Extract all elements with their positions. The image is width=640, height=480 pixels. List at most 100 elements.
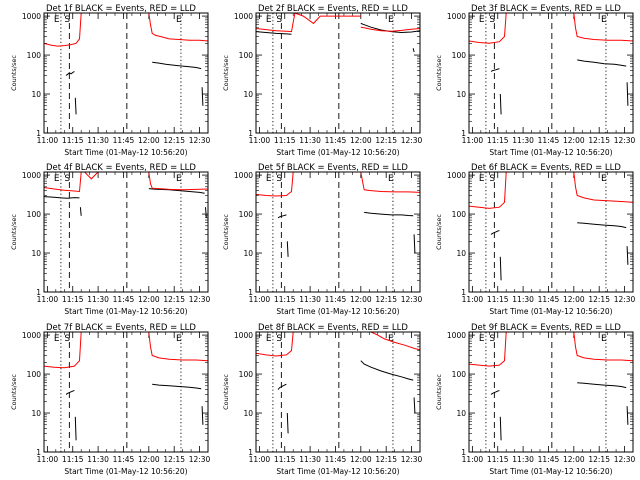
time-marker-label: E (54, 174, 60, 184)
series-lld-segment (469, 13, 513, 44)
x-tick-label: 11:00 (37, 295, 59, 304)
series-lld-segment (44, 13, 88, 47)
x-axis-label: Start Time (01-May-12 10:56:20) (276, 467, 399, 476)
series-lld-segment (360, 172, 420, 193)
series-events-segment (79, 207, 82, 216)
x-tick-label: 11:15 (274, 295, 296, 304)
time-marker-label: E (601, 15, 607, 25)
x-tick-label: 11:00 (249, 295, 271, 304)
y-tick-label: 1 (461, 129, 466, 138)
series-events-segment (413, 397, 416, 414)
panel-title: Det 2f BLACK = Events, RED = LLD (258, 4, 408, 14)
x-axis-label: Start Time (01-May-12 10:56:20) (489, 307, 612, 316)
y-tick-label: 100 (27, 370, 42, 379)
panel-title: Det 7f BLACK = Events, RED = LLD (46, 323, 196, 333)
x-tick-label: 12:15 (163, 455, 185, 464)
series-lld-segment (469, 332, 513, 367)
y-tick-label: 100 (239, 210, 254, 219)
panel-title: Det 6f BLACK = Events, RED = LLD (471, 163, 621, 173)
x-tick-label: 11:00 (462, 455, 484, 464)
x-tick-label: 12:00 (563, 455, 585, 464)
x-tick-label: 11:15 (487, 455, 509, 464)
detector-panel-6: Det 6f BLACK = Events, RED = LLD Counts/s… (435, 163, 636, 316)
series-events-segment (360, 360, 414, 381)
y-tick-label: 1 (248, 448, 253, 457)
series-events-segment (277, 383, 287, 390)
x-tick-label: 11:00 (37, 455, 59, 464)
time-marker-label: E (388, 174, 394, 184)
time-marker-label: E (54, 334, 60, 344)
series-events-segment (490, 229, 500, 235)
series-lld-segment (148, 172, 208, 191)
y-tick-label: 10 (456, 409, 466, 418)
x-tick-label: 11:00 (462, 295, 484, 304)
x-tick-label: 12:30 (189, 136, 211, 145)
x-tick-label: 12:15 (375, 455, 397, 464)
series-lld-segment (360, 26, 420, 32)
y-tick-label: 10 (243, 249, 253, 258)
time-marker-label: E (176, 15, 182, 25)
series-lld-segment (573, 13, 633, 42)
x-tick-label: 12:15 (588, 136, 610, 145)
time-marker-label: S (64, 334, 70, 344)
y-tick-label: 10 (456, 90, 466, 99)
series-lld-segment (360, 332, 420, 351)
x-tick-label: 12:15 (375, 136, 397, 145)
series-events-segment (626, 406, 629, 425)
y-tick-label: 1 (36, 129, 41, 138)
time-marker-label: E (176, 334, 182, 344)
panel-title: Det 4f BLACK = Events, RED = LLD (46, 163, 196, 173)
x-tick-label: 11:00 (462, 136, 484, 145)
x-tick-label: 11:00 (249, 455, 271, 464)
x-tick-label: 11:15 (274, 455, 296, 464)
plot-frame (468, 12, 634, 134)
y-tick-label: 10 (243, 90, 253, 99)
plot-frame (255, 331, 421, 453)
y-axis-label: Counts/sec (222, 374, 230, 410)
series-events-segment (74, 97, 77, 115)
y-tick-label: 10 (243, 409, 253, 418)
series-events-segment (490, 389, 500, 395)
detector-panel-3: Det 3f BLACK = Events, RED = LLD Counts/s… (435, 4, 636, 157)
y-tick-label: 1 (248, 288, 253, 297)
series-events-segment (65, 389, 75, 395)
y-tick-label: 1 (461, 288, 466, 297)
series-events-segment (499, 416, 502, 441)
series-lld-segment (148, 13, 208, 42)
x-tick-label: 12:30 (401, 136, 423, 145)
series-events-segment (490, 68, 500, 72)
x-tick-label: 11:30 (512, 455, 534, 464)
time-marker-label: E (601, 334, 607, 344)
time-marker-label: S (64, 174, 70, 184)
panel-title: Det 9f BLACK = Events, RED = LLD (471, 323, 621, 333)
series-events-segment (44, 196, 80, 199)
series-events-segment (286, 241, 289, 257)
series-events-segment (256, 31, 292, 35)
series-lld-segment (256, 13, 361, 33)
y-tick-label: 1 (248, 129, 253, 138)
x-tick-label: 11:45 (325, 136, 347, 145)
plot-frame (255, 171, 421, 293)
time-marker-label: E (266, 174, 272, 184)
detector-panel-2: Det 2f BLACK = Events, RED = LLD Counts/s… (222, 4, 423, 157)
y-tick-label: 1000 (22, 331, 41, 340)
series-events-segment (413, 234, 416, 254)
x-tick-label: 11:45 (538, 455, 560, 464)
series-events-segment (577, 382, 627, 389)
x-tick-label: 11:45 (113, 136, 135, 145)
time-marker-label: S (489, 174, 495, 184)
y-axis-label: Counts/sec (435, 214, 443, 250)
time-marker-label: S (276, 174, 282, 184)
y-axis-label: Counts/sec (222, 55, 230, 91)
x-tick-label: 12:15 (163, 295, 185, 304)
y-tick-label: 10 (31, 90, 41, 99)
plot-frame (468, 171, 634, 293)
y-axis-label: Counts/sec (10, 374, 18, 410)
series-lld-segment (148, 332, 208, 362)
plot-frame (255, 12, 421, 134)
detector-panel-8: Det 8f BLACK = Events, RED = LLD Counts/s… (222, 323, 423, 476)
y-tick-label: 100 (239, 370, 254, 379)
x-tick-label: 12:00 (138, 455, 160, 464)
y-tick-label: 100 (452, 210, 467, 219)
time-marker-label: S (276, 334, 282, 344)
